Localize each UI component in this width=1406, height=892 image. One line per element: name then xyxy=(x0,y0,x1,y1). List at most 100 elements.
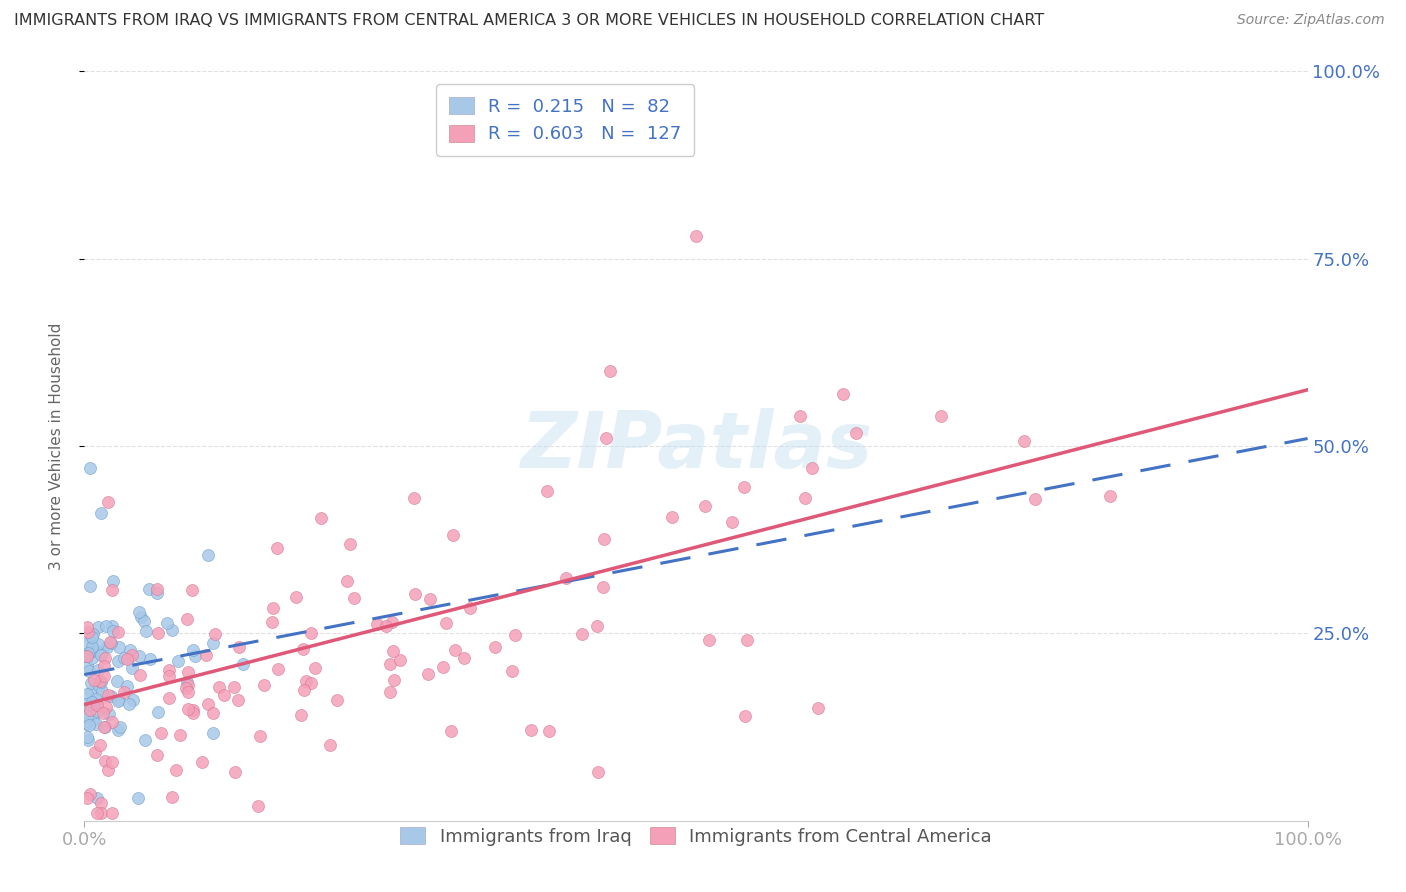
Point xyxy=(326,693,349,707)
Point xyxy=(86,806,108,821)
Point xyxy=(76,620,98,634)
Point xyxy=(165,763,187,777)
Point xyxy=(90,674,112,689)
Point xyxy=(176,665,198,680)
Point xyxy=(90,506,112,520)
Point xyxy=(336,574,359,588)
Point xyxy=(160,789,183,804)
Point xyxy=(89,738,111,752)
Point xyxy=(135,624,157,638)
Point xyxy=(101,582,124,597)
Point xyxy=(84,696,107,710)
Point xyxy=(138,582,160,597)
Point xyxy=(98,707,121,722)
Point xyxy=(789,409,811,423)
Point xyxy=(440,723,463,738)
Point xyxy=(208,681,231,695)
Point xyxy=(86,698,108,713)
Point xyxy=(75,697,97,711)
Point xyxy=(75,636,97,650)
Point xyxy=(929,409,952,423)
Point xyxy=(571,627,593,641)
Point xyxy=(536,484,558,499)
Point xyxy=(93,658,115,673)
Point xyxy=(108,640,131,654)
Point xyxy=(146,705,169,719)
Point xyxy=(100,714,122,729)
Point xyxy=(115,679,138,693)
Point xyxy=(82,626,104,640)
Point xyxy=(181,706,204,721)
Point xyxy=(79,631,101,645)
Point xyxy=(661,510,683,524)
Point xyxy=(169,728,191,742)
Point xyxy=(291,641,314,656)
Text: ZIPatlas: ZIPatlas xyxy=(520,408,872,484)
Point xyxy=(97,495,120,509)
Point xyxy=(212,688,235,702)
Point xyxy=(101,806,124,821)
Point xyxy=(128,790,150,805)
Point xyxy=(162,623,184,637)
Point xyxy=(121,648,143,663)
Point xyxy=(118,697,141,711)
Point xyxy=(79,579,101,593)
Point xyxy=(87,663,110,677)
Point xyxy=(201,636,224,650)
Point xyxy=(107,723,129,738)
Point xyxy=(807,701,830,715)
Point xyxy=(295,674,318,689)
Point xyxy=(844,426,866,441)
Point xyxy=(94,720,117,734)
Point xyxy=(304,660,326,674)
Point xyxy=(458,601,481,615)
Point xyxy=(404,587,426,601)
Point xyxy=(266,541,288,556)
Point xyxy=(382,673,405,687)
Point xyxy=(299,675,322,690)
Legend: Immigrants from Iraq, Immigrants from Central America: Immigrants from Iraq, Immigrants from Ce… xyxy=(392,820,1000,853)
Point xyxy=(80,640,103,654)
Point xyxy=(90,806,112,821)
Point xyxy=(134,732,156,747)
Point xyxy=(148,625,170,640)
Point xyxy=(79,461,101,475)
Point xyxy=(285,590,308,604)
Point xyxy=(76,709,98,723)
Point xyxy=(77,718,100,732)
Point xyxy=(319,738,342,752)
Point xyxy=(94,618,117,632)
Point xyxy=(96,640,118,654)
Point xyxy=(586,764,609,779)
Point xyxy=(501,664,523,678)
Point xyxy=(177,685,200,699)
Point xyxy=(232,657,254,671)
Point xyxy=(177,678,200,692)
Point xyxy=(419,592,441,607)
Point xyxy=(183,643,205,657)
Point xyxy=(181,703,204,717)
Point xyxy=(98,635,121,649)
Point xyxy=(76,646,98,660)
Point xyxy=(90,796,112,810)
Point xyxy=(79,645,101,659)
Point xyxy=(75,716,97,731)
Point xyxy=(121,661,143,675)
Point xyxy=(90,645,112,659)
Point xyxy=(381,615,404,630)
Point xyxy=(86,644,108,658)
Point xyxy=(79,703,101,717)
Point xyxy=(733,480,755,494)
Point xyxy=(1098,490,1121,504)
Point xyxy=(224,764,246,779)
Point xyxy=(80,676,103,690)
Point xyxy=(721,515,744,529)
Point xyxy=(292,683,315,698)
Point xyxy=(404,491,426,505)
Point xyxy=(89,673,111,688)
Point xyxy=(309,511,332,525)
Point xyxy=(100,619,122,633)
Point xyxy=(86,704,108,718)
Point xyxy=(97,764,120,778)
Point xyxy=(93,669,115,683)
